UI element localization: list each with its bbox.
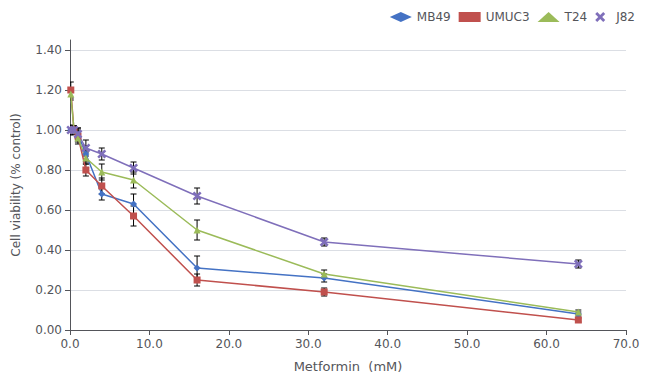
svg-text:0.20: 0.20: [35, 283, 62, 297]
svg-text:0.40: 0.40: [35, 243, 62, 257]
svg-text:0.60: 0.60: [35, 203, 62, 217]
svg-text:J82: J82: [615, 10, 635, 24]
svg-text:50.0: 50.0: [454, 337, 481, 351]
svg-text:T24: T24: [564, 10, 588, 24]
svg-text:60.0: 60.0: [533, 337, 560, 351]
svg-text:Metformin (mM): Metformin (mM): [294, 359, 403, 374]
svg-text:1.40: 1.40: [35, 43, 62, 57]
svg-text:0.00: 0.00: [35, 323, 62, 337]
svg-text:0.0: 0.0: [60, 337, 79, 351]
svg-text:10.0: 10.0: [136, 337, 163, 351]
svg-text:40.0: 40.0: [374, 337, 401, 351]
svg-text:70.0: 70.0: [613, 337, 640, 351]
svg-text:1.20: 1.20: [35, 83, 62, 97]
svg-text:1.00: 1.00: [35, 123, 62, 137]
svg-text:MB49: MB49: [417, 10, 451, 24]
svg-text:20.0: 20.0: [215, 337, 242, 351]
svg-text:0.80: 0.80: [35, 163, 62, 177]
svg-text:Cell viability (% control): Cell viability (% control): [9, 113, 23, 256]
svg-text:30.0: 30.0: [295, 337, 322, 351]
svg-text:UMUC3: UMUC3: [486, 10, 530, 24]
